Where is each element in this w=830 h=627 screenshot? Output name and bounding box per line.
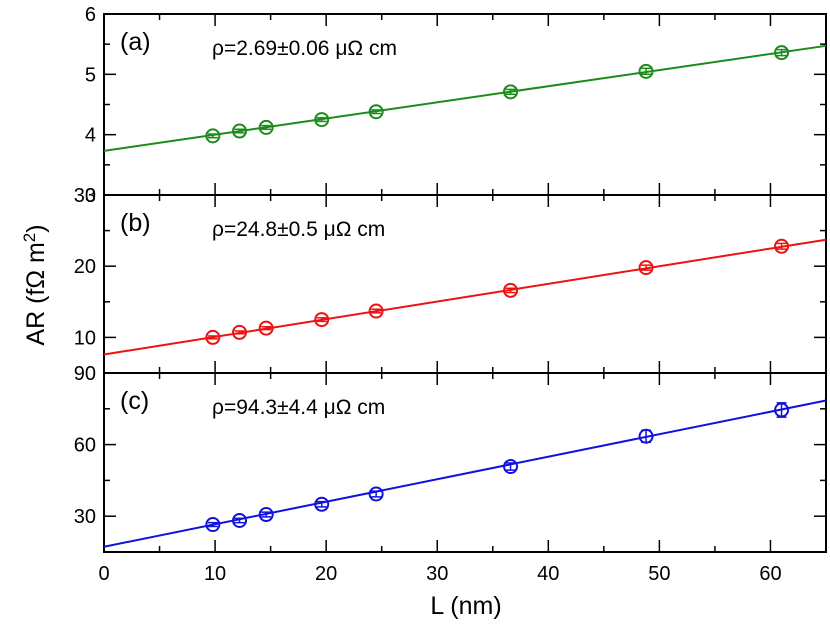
x-tick-label: 10 <box>204 563 226 585</box>
x-tick-label: 60 <box>759 563 781 585</box>
x-axis-title: L (nm) <box>430 592 501 620</box>
data-point <box>232 512 248 528</box>
panel-annotation: ρ=94.3±4.4 μΩ cm <box>212 396 385 419</box>
data-point <box>368 303 384 319</box>
y-tick-label: 30 <box>74 185 96 207</box>
panel-label: (b) <box>120 209 151 237</box>
data-point <box>232 324 248 340</box>
x-axis: 0 10 20 30 40 50 60 <box>98 563 781 585</box>
data-point <box>314 112 330 128</box>
y-tick-label: 30 <box>74 506 96 528</box>
data-point <box>205 128 221 144</box>
panel-c: 30 60 90 (c) ρ=94.3±4.4 μΩ cm <box>74 363 827 553</box>
data-point <box>205 329 221 345</box>
y-tick-label: 3 <box>85 185 96 207</box>
data-point <box>314 312 330 328</box>
data-point <box>503 84 519 100</box>
panel-a: 3 4 5 6 (a) ρ=2.69±0.06 μΩ cm <box>85 4 827 207</box>
y-axis-title-close: ) <box>22 224 50 232</box>
panel-frame <box>103 372 827 553</box>
y-tick-label: 20 <box>74 256 96 278</box>
data-point <box>368 104 384 120</box>
x-tick-label: 50 <box>648 563 670 585</box>
data-point <box>232 123 248 139</box>
fit-line <box>103 238 827 356</box>
fit-line <box>103 44 827 152</box>
x-tick-label: 30 <box>426 563 448 585</box>
y-tick-label: 6 <box>85 4 96 26</box>
panel-label: (c) <box>120 387 149 415</box>
data-point <box>314 496 330 512</box>
data-point <box>205 517 221 533</box>
x-tick-label: 0 <box>98 563 109 585</box>
data-point <box>503 282 519 298</box>
data-point <box>258 507 274 523</box>
data-point <box>774 402 790 418</box>
y-tick-label: 4 <box>85 125 96 147</box>
y-axis-title: AR (fΩ m2) <box>20 224 51 345</box>
chart-panels: 3 4 5 6 (a) ρ=2.69±0.06 μΩ cm 10 20 30 (b) ρ=24.8±… <box>74 4 827 553</box>
x-tick-label: 20 <box>315 563 337 585</box>
y-axis-title-main: AR (fΩ m <box>22 242 50 345</box>
data-point <box>774 238 790 254</box>
fit-line <box>103 399 827 548</box>
y-tick-label: 10 <box>74 327 96 349</box>
panel-b: 10 20 30 (b) ρ=24.8±0.5 μΩ cm <box>74 185 827 374</box>
y-axis-title-superscript: 2 <box>20 233 39 242</box>
panel-label: (a) <box>120 28 151 56</box>
data-point <box>638 260 654 276</box>
data-point <box>638 428 654 444</box>
y-tick-label: 60 <box>74 435 96 457</box>
data-point <box>368 486 384 502</box>
data-point <box>638 63 654 79</box>
data-point <box>774 45 790 61</box>
panel-annotation: ρ=2.69±0.06 μΩ cm <box>212 37 397 60</box>
panel-annotation: ρ=24.8±0.5 μΩ cm <box>212 218 385 241</box>
data-point <box>258 320 274 336</box>
y-tick-label: 90 <box>74 363 96 385</box>
data-point <box>503 459 519 475</box>
y-tick-label: 5 <box>85 64 96 86</box>
x-tick-label: 40 <box>537 563 559 585</box>
data-point <box>258 119 274 135</box>
